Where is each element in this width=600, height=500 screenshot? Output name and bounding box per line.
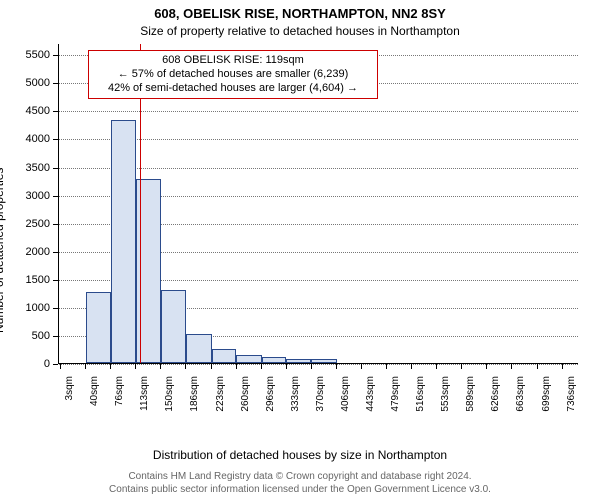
y-axis-label: Number of detached properties <box>0 0 6 500</box>
x-tick-label: 113sqm <box>139 376 150 420</box>
y-tick-label: 3500 <box>18 162 50 174</box>
chart-figure: 608, OBELISK RISE, NORTHAMPTON, NN2 8SY … <box>0 0 600 500</box>
x-tick-label: 553sqm <box>440 376 451 420</box>
y-tick-mark <box>53 83 58 84</box>
x-tick-mark <box>386 364 387 369</box>
x-tick-mark <box>537 364 538 369</box>
y-tick-mark <box>53 224 58 225</box>
x-tick-mark <box>135 364 136 369</box>
y-tick-label: 5500 <box>18 49 50 61</box>
y-tick-mark <box>53 196 58 197</box>
annotation-box: 608 OBELISK RISE: 119sqm ← 57% of detache… <box>88 50 378 99</box>
y-tick-label: 5000 <box>18 77 50 89</box>
histogram-bar <box>262 357 287 363</box>
x-tick-label: 186sqm <box>189 376 200 420</box>
x-tick-mark <box>361 364 362 369</box>
grid-line <box>59 139 578 140</box>
x-tick-label: 699sqm <box>541 376 552 420</box>
license-text: Contains HM Land Registry data © Crown c… <box>0 471 600 496</box>
x-tick-mark <box>160 364 161 369</box>
histogram-bar <box>311 359 336 363</box>
x-tick-label: 479sqm <box>390 376 401 420</box>
y-tick-label: 4500 <box>18 105 50 117</box>
x-tick-label: 370sqm <box>315 376 326 420</box>
y-tick-mark <box>53 139 58 140</box>
x-tick-label: 663sqm <box>515 376 526 420</box>
y-tick-label: 500 <box>18 330 50 342</box>
x-tick-label: 443sqm <box>365 376 376 420</box>
x-axis-label: Distribution of detached houses by size … <box>0 448 600 462</box>
annotation-line-1: 608 OBELISK RISE: 119sqm <box>162 54 304 66</box>
x-tick-label: 516sqm <box>415 376 426 420</box>
x-tick-label: 260sqm <box>240 376 251 420</box>
y-tick-label: 1500 <box>18 274 50 286</box>
y-tick-label: 2000 <box>18 246 50 258</box>
x-tick-mark <box>110 364 111 369</box>
x-tick-mark <box>486 364 487 369</box>
x-tick-label: 76sqm <box>114 376 125 420</box>
x-tick-mark <box>286 364 287 369</box>
x-tick-label: 589sqm <box>465 376 476 420</box>
x-tick-mark <box>261 364 262 369</box>
y-tick-mark <box>53 280 58 281</box>
x-tick-mark <box>185 364 186 369</box>
grid-line <box>59 111 578 112</box>
chart-title: 608, OBELISK RISE, NORTHAMPTON, NN2 8SY <box>0 6 600 21</box>
histogram-bar <box>161 290 186 363</box>
license-line-1: Contains HM Land Registry data © Crown c… <box>128 471 471 482</box>
x-tick-label: 3sqm <box>64 376 75 420</box>
x-tick-label: 223sqm <box>215 376 226 420</box>
histogram-bar <box>236 355 261 363</box>
chart-subtitle: Size of property relative to detached ho… <box>0 24 600 38</box>
x-tick-mark <box>60 364 61 369</box>
histogram-bar <box>286 359 311 363</box>
x-tick-mark <box>436 364 437 369</box>
x-tick-mark <box>311 364 312 369</box>
histogram-bar <box>111 120 136 363</box>
y-tick-label: 0 <box>18 358 50 370</box>
grid-line <box>59 364 578 365</box>
x-tick-mark <box>562 364 563 369</box>
x-tick-mark <box>461 364 462 369</box>
annotation-line-2: ← 57% of detached houses are smaller (6,… <box>118 68 349 80</box>
y-tick-mark <box>53 55 58 56</box>
x-tick-mark <box>411 364 412 369</box>
histogram-bar <box>86 292 111 363</box>
x-tick-label: 406sqm <box>340 376 351 420</box>
y-tick-mark <box>53 308 58 309</box>
x-tick-mark <box>85 364 86 369</box>
y-tick-mark <box>53 168 58 169</box>
x-tick-label: 40sqm <box>89 376 100 420</box>
grid-line <box>59 168 578 169</box>
y-tick-label: 3000 <box>18 190 50 202</box>
y-tick-mark <box>53 336 58 337</box>
y-tick-label: 4000 <box>18 133 50 145</box>
histogram-bar <box>186 334 211 363</box>
license-line-2: Contains public sector information licen… <box>109 484 491 495</box>
annotation-line-3: 42% of semi-detached houses are larger (… <box>108 82 358 94</box>
y-tick-label: 2500 <box>18 218 50 230</box>
histogram-bar <box>212 349 237 363</box>
y-tick-mark <box>53 364 58 365</box>
y-tick-mark <box>53 252 58 253</box>
x-tick-label: 150sqm <box>164 376 175 420</box>
x-tick-label: 736sqm <box>566 376 577 420</box>
x-tick-label: 626sqm <box>490 376 501 420</box>
x-tick-mark <box>336 364 337 369</box>
x-tick-label: 296sqm <box>265 376 276 420</box>
y-tick-label: 1000 <box>18 302 50 314</box>
y-tick-mark <box>53 111 58 112</box>
x-tick-mark <box>511 364 512 369</box>
x-tick-mark <box>211 364 212 369</box>
x-tick-mark <box>236 364 237 369</box>
x-tick-label: 333sqm <box>290 376 301 420</box>
